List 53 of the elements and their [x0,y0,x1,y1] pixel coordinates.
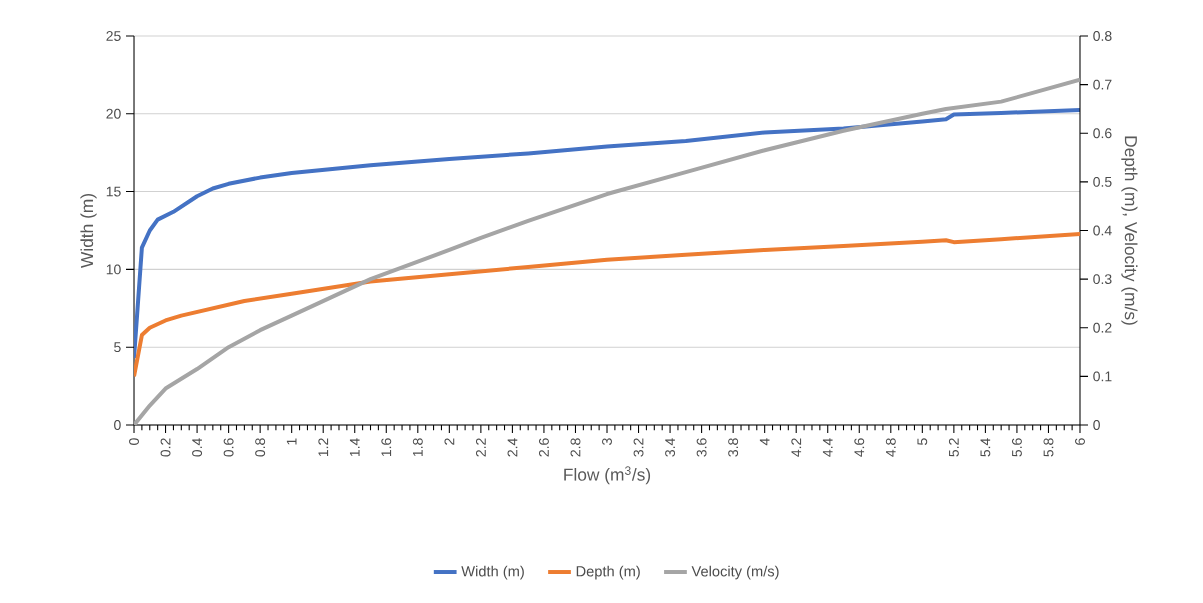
y2-tick-label: 0.4 [1093,225,1112,236]
x-tick-label: 5.2 [948,438,959,457]
x-tick-label: 2.2 [475,438,486,457]
x-tick-label: 2.6 [538,438,549,457]
y2-tick-label: 0.1 [1093,371,1112,382]
x-tick-label: 2.8 [570,438,581,457]
x-tick-label: 0.6 [223,438,234,457]
x-tick-label: 1.6 [381,438,392,457]
x-tick-label: 1 [286,438,297,445]
x-tick-label: 3.2 [633,438,644,457]
y-axis-title: Width (m) [80,194,97,268]
x-tick-label: 0 [129,438,139,445]
x-tick-label: 4 [759,438,770,446]
legend-label: Velocity (m/s) [691,565,779,580]
x-tick-label: 3.4 [665,438,676,457]
x-tick-label: 0.2 [160,438,171,457]
y2-tick-label: 0 [1093,420,1100,430]
y2-tick-label: 0.7 [1093,79,1112,90]
x-tick-label: 4.2 [791,438,802,457]
x-tick-label: 4.4 [822,438,833,457]
x-tick-label: 4.8 [885,438,896,457]
y2-tick-label: 0.3 [1093,274,1112,285]
y2-axis-title: Depth (m), Velocity (m/s) [1121,136,1138,325]
x-tick-label: 2 [444,438,455,445]
x-tick-label: 5.8 [1043,438,1054,457]
y2-tick-label: 0.5 [1093,176,1112,187]
x-tick-label: 0.8 [255,438,266,457]
y-tick-label: 5 [114,342,121,353]
x-tick-label: 2.4 [507,438,518,457]
y-tick-label: 20 [106,108,121,119]
x-tick-label: 1.4 [349,438,360,457]
x-tick-label: 3.8 [728,438,739,457]
y2-tick-label: 0.2 [1093,322,1112,333]
x-tick-label: 0.4 [192,438,203,457]
x-tick-label: 1.8 [412,438,423,457]
legend-label: Width (m) [461,565,524,580]
x-tick-label: 5.4 [980,438,991,457]
x-tick-label: 3.6 [696,438,707,457]
x-tick-label: 3 [602,438,612,445]
x-tick-label: 6 [1075,438,1085,445]
x-tick-label: 1.2 [318,438,329,457]
x-tick-label: 4.6 [854,438,865,457]
x-tick-label: 5.6 [1011,438,1022,457]
y2-tick-label: 0.8 [1093,31,1112,41]
y-tick-label: 10 [106,264,121,275]
x-axis-title: Flow (m$^{3}$/s) [564,466,651,485]
x-tick-label: 5 [917,438,928,445]
line-series [134,107,1080,361]
y-tick-label: 25 [106,31,121,41]
legend-label: Depth (m) [576,565,640,580]
y2-tick-label: 0.6 [1093,128,1112,139]
y-tick-label: 0 [114,420,121,430]
y-tick-label: 15 [106,186,121,197]
